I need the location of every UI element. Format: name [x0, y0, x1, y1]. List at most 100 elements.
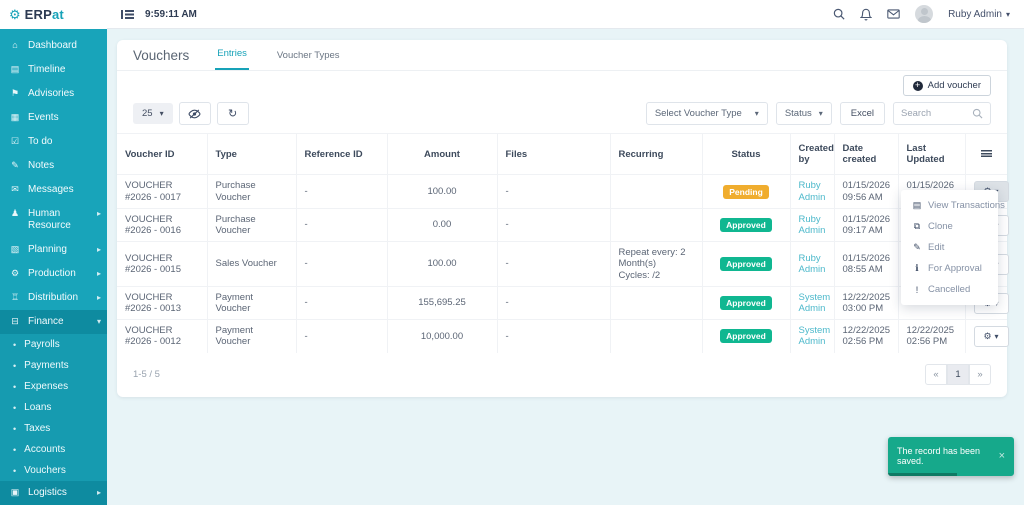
- col-amount[interactable]: Amount: [386, 132, 497, 175]
- menu-item-view-transactions[interactable]: ▤ View Transactions: [912, 200, 1005, 211]
- envelope-icon: ✉: [11, 184, 19, 194]
- next-page-button[interactable]: »: [969, 363, 991, 385]
- created-by-link[interactable]: System Admin: [798, 291, 831, 315]
- col-voucher-id[interactable]: Voucher ID: [117, 132, 207, 175]
- sidebar-item-events[interactable]: ▦ Events: [10, 112, 59, 123]
- page-size-select[interactable]: 25: [133, 103, 173, 124]
- toolbar-left: 25 ↻: [133, 102, 249, 125]
- tab-entries[interactable]: Entries: [215, 48, 249, 70]
- col-date-created[interactable]: Date created: [833, 132, 898, 175]
- menu-item-cancelled[interactable]: ! Cancelled: [901, 279, 998, 300]
- sidebar-item-dashboard[interactable]: ⌂ Dashboard: [0, 34, 107, 58]
- people-icon: ♟: [10, 208, 20, 218]
- sidebar-item-planning[interactable]: ▧ Planning ▸: [10, 244, 101, 255]
- col-actions[interactable]: [964, 132, 1007, 175]
- sidebar-item-expenses[interactable]: Expenses: [0, 376, 107, 397]
- chevron-down-icon: [1006, 9, 1010, 20]
- sidebar-item-logistics[interactable]: ▣ Logistics ▸: [0, 481, 107, 505]
- search-icon[interactable]: [833, 8, 845, 20]
- status-filter-dropdown[interactable]: Status: [775, 102, 832, 125]
- chevron-down-icon: ▾: [96, 317, 101, 326]
- chevron-right-icon: ▸: [96, 293, 101, 302]
- chevron-down-icon: [755, 108, 759, 119]
- briefcase-icon: ▧: [10, 244, 20, 254]
- refresh-icon: ↻: [227, 108, 238, 120]
- chevron-right-icon: ▸: [96, 245, 101, 254]
- chevron-right-icon: ▸: [96, 209, 101, 218]
- menu-item-for-approval[interactable]: ℹ For Approval: [901, 258, 998, 279]
- created-by-link[interactable]: System Admin: [798, 325, 831, 348]
- bank-icon: ♖: [10, 292, 20, 302]
- dashboard-icon: ⌂: [12, 40, 18, 50]
- sidebar-item-notes[interactable]: ✎ Notes: [0, 154, 107, 178]
- search-input[interactable]: [901, 108, 969, 119]
- topbar: 9:59:11 AM Ruby Admin: [107, 0, 1024, 29]
- col-status[interactable]: Status: [701, 132, 790, 175]
- row-actions-button[interactable]: [973, 325, 1009, 347]
- created-by-link[interactable]: Ruby Admin: [798, 213, 826, 237]
- app-root: ⚙ ERPat ⌂ Dashboard ▤ Timeline ⚑ Advisories…: [0, 0, 1024, 483]
- col-created-by[interactable]: Created by: [789, 132, 834, 175]
- search-field: [893, 102, 991, 125]
- menu-item-edit[interactable]: ✎ Edit: [913, 242, 945, 253]
- chevron-down-icon: [819, 108, 823, 119]
- col-last-updated[interactable]: Last Updated: [897, 132, 965, 175]
- sidebar-item-advisories[interactable]: ⚑ Advisories: [10, 88, 75, 99]
- table-row: VOUCHER #2026 - 0016 Purchase Voucher - …: [117, 207, 1009, 242]
- excel-export-button[interactable]: Excel: [839, 102, 885, 125]
- chevron-down-icon: [160, 108, 164, 119]
- table-row: VOUCHER #2026 - 0017 Purchase Voucher - …: [117, 174, 1009, 209]
- envelope-icon[interactable]: [887, 9, 900, 19]
- sidebar-item-todo[interactable]: ☑ To do: [10, 136, 53, 147]
- sidebar-item-production[interactable]: ⚙ Production ▸: [10, 268, 101, 279]
- col-recurring[interactable]: Recurring: [609, 132, 702, 175]
- col-reference-id[interactable]: Reference ID: [295, 132, 387, 175]
- col-files[interactable]: Files: [496, 132, 610, 175]
- wallet-icon: ⊟: [11, 316, 19, 326]
- bell-icon[interactable]: [860, 8, 873, 21]
- toast-progress-bar: [888, 473, 958, 476]
- list-icon: [980, 149, 992, 157]
- user-menu[interactable]: Ruby Admin: [948, 9, 1010, 20]
- close-icon[interactable]: ×: [998, 449, 1005, 462]
- pagination: « 1 »: [925, 363, 991, 385]
- status-badge: Approved: [720, 257, 772, 272]
- status-badge: Approved: [720, 329, 772, 344]
- sidebar-item-messages[interactable]: ✉ Messages: [0, 178, 107, 202]
- table-row: VOUCHER #2026 - 0012 Payment Voucher - 1…: [117, 319, 1009, 353]
- vouchers-card: Vouchers Entries Voucher Types + Add vou…: [117, 40, 1009, 397]
- sidebar-item-accounts[interactable]: Accounts: [0, 439, 107, 460]
- factory-icon: ⚙: [10, 268, 20, 278]
- table-toolbar: 25 ↻ Select Voucher Type Status Excel: [117, 98, 1007, 133]
- voucher-type-select[interactable]: Select Voucher Type: [645, 102, 768, 125]
- megaphone-icon: ⚑: [10, 88, 20, 98]
- col-type[interactable]: Type: [206, 132, 296, 175]
- sidebar-toggle-icon[interactable]: [121, 9, 134, 19]
- sidebar-item-taxes[interactable]: Taxes: [0, 418, 107, 439]
- eye-slash-icon: [188, 109, 201, 119]
- sidebar-item-timeline[interactable]: ▤ Timeline: [10, 64, 66, 75]
- tab-voucher-types[interactable]: Voucher Types: [276, 50, 340, 61]
- page-number-button[interactable]: 1: [947, 363, 969, 385]
- sidebar-item-loans[interactable]: Loans: [0, 397, 107, 418]
- sidebar-item-human-resource[interactable]: ♟ Human Resource ▸: [10, 208, 101, 231]
- calendar-icon: ▦: [10, 112, 20, 122]
- add-voucher-button[interactable]: + Add voucher: [902, 75, 991, 96]
- note-icon: ✎: [11, 160, 19, 170]
- sidebar-item-distribution[interactable]: ♖ Distribution ▸: [10, 292, 101, 303]
- user-avatar[interactable]: [915, 5, 934, 23]
- menu-item-clone[interactable]: ⧉ Clone: [913, 221, 953, 232]
- info-icon: ℹ: [915, 263, 919, 273]
- sidebar-item-payrolls[interactable]: Payrolls: [0, 334, 107, 355]
- sidebar-item-payments[interactable]: Payments: [0, 355, 107, 376]
- sidebar-item-finance[interactable]: ⊟ Finance ▾: [0, 310, 107, 334]
- column-visibility-button[interactable]: [178, 102, 211, 125]
- sidebar-item-vouchers[interactable]: Vouchers: [0, 460, 107, 481]
- refresh-button[interactable]: ↻: [216, 102, 249, 125]
- topbar-actions: Ruby Admin: [833, 5, 1010, 23]
- created-by-link[interactable]: Ruby Admin: [798, 180, 826, 203]
- created-by-link[interactable]: Ruby Admin: [798, 252, 826, 276]
- prev-page-button[interactable]: «: [925, 363, 947, 385]
- brand-logo[interactable]: ⚙ ERPat: [0, 0, 107, 29]
- brand-name: ERPat: [24, 7, 64, 22]
